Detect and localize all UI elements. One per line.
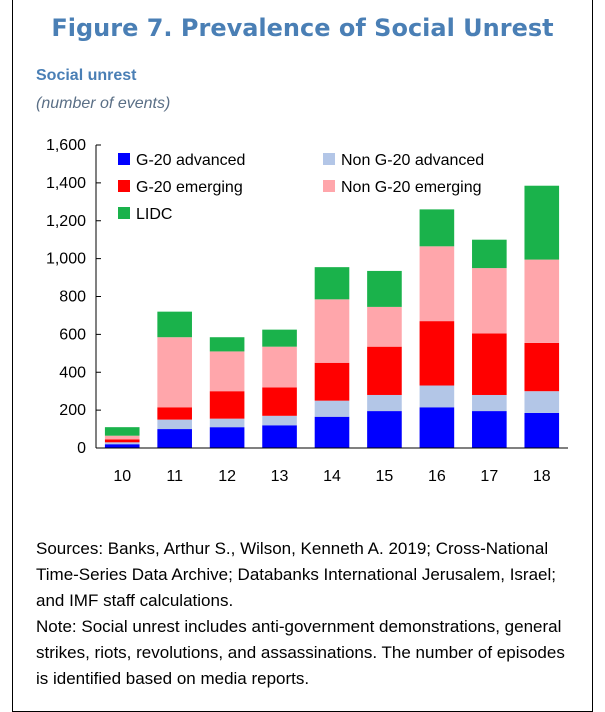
- bar-segment-14-series-4: [314, 267, 350, 300]
- bar-segment-17-series-0: [472, 411, 507, 448]
- bar-segment-13-series-0: [262, 425, 297, 448]
- bar-segment-14-series-3: [314, 299, 350, 363]
- bar-segment-15-series-3: [367, 306, 402, 347]
- bar-segment-14-series-1: [314, 400, 350, 417]
- legend-swatch: [323, 153, 335, 165]
- y-tick-label: 800: [59, 289, 86, 306]
- bar-segment-18-series-1: [524, 391, 560, 413]
- y-tick-label: 600: [59, 326, 86, 343]
- bar-segment-17-series-4: [472, 239, 507, 269]
- note-text: Note: Social unrest includes anti-govern…: [36, 617, 565, 688]
- figure-title: Figure 7. Prevalence of Social Unrest: [51, 14, 554, 42]
- y-tick-label: 0: [77, 440, 86, 457]
- y-tick-label: 1,600: [46, 137, 86, 154]
- legend-label: LIDC: [136, 206, 172, 223]
- x-tick-label: 10: [113, 468, 131, 485]
- bar-segment-13-series-1: [262, 415, 297, 426]
- bar-segment-14-series-2: [314, 362, 350, 401]
- bar-segment-11-series-4: [157, 311, 192, 338]
- bar-segment-11-series-3: [157, 337, 192, 408]
- bar-segment-11-series-1: [157, 419, 192, 430]
- bar-segment-10-series-4: [104, 427, 140, 436]
- bar-segment-13-series-2: [262, 387, 297, 416]
- sources-text: Sources: Banks, Arthur S., Wilson, Kenne…: [36, 539, 556, 610]
- bar-segment-11-series-2: [157, 407, 192, 420]
- x-tick-label: 15: [376, 468, 394, 485]
- bar-segment-10-series-1: [104, 442, 140, 445]
- bar-segment-15-series-0: [367, 411, 402, 448]
- x-tick-label: 18: [533, 468, 551, 485]
- y-tick-label: 1,200: [46, 213, 86, 230]
- bar-segment-15-series-2: [367, 346, 402, 395]
- bar-segment-18-series-0: [524, 412, 560, 448]
- bar-segment-16-series-1: [419, 385, 455, 408]
- bar-segment-16-series-0: [419, 407, 455, 448]
- legend-label: Non G-20 emerging: [341, 179, 482, 196]
- bars-layer: [104, 185, 560, 448]
- x-tick-label: 12: [218, 468, 236, 485]
- bar-segment-12-series-2: [209, 391, 245, 419]
- x-tick-label: 13: [271, 468, 289, 485]
- bar-segment-18-series-4: [524, 185, 560, 260]
- bar-segment-10-series-0: [104, 444, 140, 448]
- bar-segment-10-series-3: [104, 435, 140, 440]
- y-tick-label: 1,400: [46, 175, 86, 192]
- chart-subtitle: (number of events): [36, 95, 171, 112]
- bar-segment-18-series-3: [524, 259, 560, 343]
- legend-swatch: [118, 180, 130, 192]
- y-tick-label: 1,000: [46, 251, 86, 268]
- bar-segment-15-series-1: [367, 394, 402, 412]
- notes-block: Sources: Banks, Arthur S., Wilson, Kenne…: [36, 536, 576, 692]
- x-tick-label: 11: [166, 468, 183, 485]
- bar-segment-16-series-2: [419, 321, 455, 386]
- bar-segment-12-series-1: [209, 418, 245, 428]
- chart-title: Social unrest: [36, 67, 137, 84]
- bar-segment-13-series-3: [262, 346, 297, 388]
- legend: G-20 advanced Non G-20 advanced G-20 emerg…: [118, 152, 484, 223]
- legend-swatch: [118, 153, 130, 165]
- bar-segment-17-series-2: [472, 333, 507, 395]
- bar-segment-15-series-4: [367, 270, 402, 307]
- bar-segment-16-series-3: [419, 246, 455, 322]
- bar-segment-10-series-2: [104, 439, 140, 443]
- bar-segment-17-series-1: [472, 394, 507, 412]
- legend-swatch: [323, 180, 335, 192]
- x-tick-label: 14: [323, 468, 341, 485]
- x-tick-label: 16: [428, 468, 446, 485]
- bar-segment-18-series-2: [524, 342, 560, 392]
- bar-segment-11-series-0: [157, 429, 192, 448]
- bar-segment-12-series-3: [209, 351, 245, 392]
- x-tick-label: 17: [480, 468, 498, 485]
- y-tick-label: 200: [59, 402, 86, 419]
- legend-label: G-20 advanced: [136, 152, 245, 169]
- axes-layer: 0 200 400 600 800 1,000 1,200 1,400 1,600 10 11 12 1…: [46, 137, 568, 485]
- legend-swatch: [118, 207, 130, 219]
- bar-segment-14-series-0: [314, 416, 350, 448]
- bar-segment-12-series-4: [209, 337, 245, 352]
- legend-label: G-20 emerging: [136, 179, 243, 196]
- legend-label: Non G-20 advanced: [341, 152, 484, 169]
- stacked-bar-chart: 0 200 400 600 800 1,000 1,200 1,400 1,600 10 11 12 1…: [46, 137, 568, 485]
- bar-segment-13-series-4: [262, 329, 297, 347]
- bar-segment-16-series-4: [419, 209, 455, 247]
- bar-segment-12-series-0: [209, 427, 245, 448]
- y-tick-label: 400: [59, 364, 86, 381]
- bar-segment-17-series-3: [472, 268, 507, 334]
